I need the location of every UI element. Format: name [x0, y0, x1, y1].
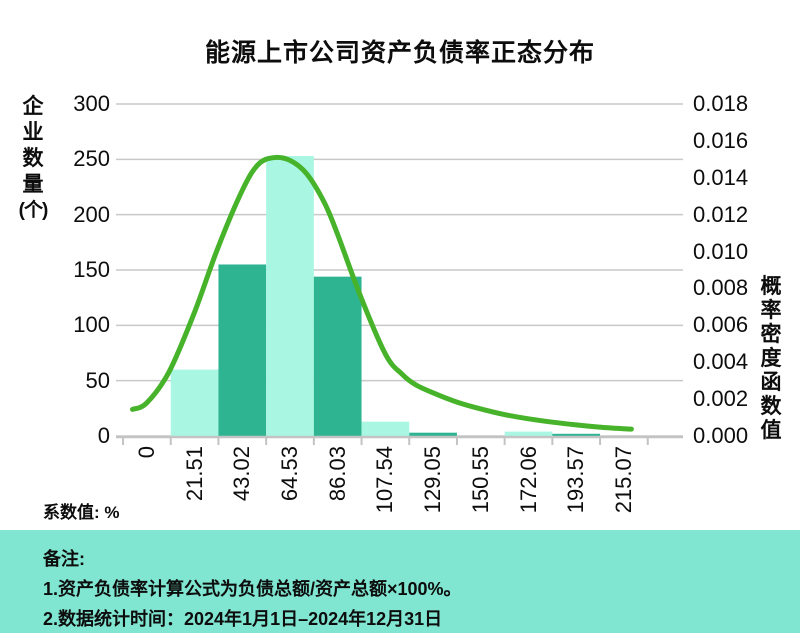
left-axis-tick-label: 50: [85, 367, 110, 393]
footnote-panel: 备注: 1.资产负债率计算公式为负债总额/资产总额×100%。 2.数据统计时间：2…: [0, 530, 800, 633]
histogram-bar: [409, 432, 457, 436]
left-axis-title: 企业数量 (个): [12, 94, 54, 224]
right-axis-title-char: 值: [760, 419, 782, 442]
left-axis-title-char: 量: [22, 173, 44, 196]
right-axis-tick-label: 0.010: [693, 238, 749, 264]
left-axis-title-char: (个): [18, 200, 49, 221]
right-axis-tick-label: 0.006: [693, 312, 749, 338]
left-axis-title-char: 业: [22, 121, 44, 144]
right-axis-tick-label: 0.004: [693, 349, 749, 375]
right-axis-title: 概率密度函数值: [754, 275, 788, 443]
right-axis-tick-label: 0.002: [693, 386, 749, 412]
x-axis-tick-label: 193.57: [563, 446, 589, 514]
left-axis-title-char: 企: [22, 95, 44, 118]
x-axis-tick-label: 215.07: [610, 446, 636, 514]
left-axis-title-char: 数: [22, 147, 44, 170]
right-axis-title-char: 率: [760, 299, 782, 322]
right-axis-title-char: 密: [760, 323, 782, 346]
right-axis-tick-label: 0.016: [693, 127, 749, 153]
x-axis-tick-label: 86.03: [324, 446, 350, 502]
right-axis-tick-label: 0.012: [693, 201, 749, 227]
x-axis-tick-marks: [122, 437, 649, 445]
histogram-bar: [266, 156, 314, 436]
density-curve: [130, 154, 634, 432]
left-axis-tick-label: 250: [73, 146, 110, 172]
right-axis-title-char: 度: [760, 347, 782, 370]
histogram-bar: [170, 369, 219, 436]
x-axis-tick-label: 43.02: [229, 446, 255, 502]
x-axis-tick-label: 129.05: [420, 446, 446, 514]
left-axis-tick-label: 0: [97, 423, 110, 448]
right-axis-title-char: 概: [760, 275, 782, 298]
footnote-line: 1.资产负债率计算公式为负债总额/资产总额×100%。: [43, 579, 462, 599]
histogram-bar: [313, 276, 362, 436]
left-axis-tick-label: 300: [73, 91, 110, 116]
footnote-line: 2.数据统计时间：2024年1月1日–2024年12月31日: [43, 609, 443, 629]
plot-area: [116, 103, 683, 445]
right-axis-tick-label: 0.018: [693, 91, 749, 116]
x-axis-tick-label: 150.55: [467, 446, 493, 514]
right-axis-tick-label: 0.008: [693, 275, 749, 301]
x-axis-tick-label: 107.54: [372, 446, 398, 514]
x-axis-tick-label: 21.51: [181, 446, 207, 502]
left-axis-tick-label: 200: [73, 201, 110, 227]
x-axis-tick-label: 0: [133, 446, 159, 459]
chart-title: 能源上市公司资产负债率正态分布: [204, 39, 595, 67]
x-axis-tick-label: 64.53: [277, 446, 302, 502]
histogram-bars: [170, 156, 601, 436]
histogram-bar: [218, 264, 267, 436]
left-axis-tick-label: 150: [73, 257, 110, 282]
footnote-line: 备注:: [43, 549, 85, 569]
right-axis-title-char: 函: [760, 371, 782, 394]
x-axis-tick-label: 172.06: [515, 446, 541, 514]
x-axis-unit-label: 系数值: %: [43, 503, 120, 522]
left-axis-tick-label: 100: [73, 312, 110, 338]
histogram-bar: [504, 431, 553, 436]
right-axis-title-char: 数: [760, 395, 782, 418]
histogram-bar: [552, 433, 601, 436]
right-axis-tick-label: 0.000: [693, 423, 749, 448]
histogram-bar: [361, 421, 410, 436]
right-axis-tick-label: 0.014: [693, 164, 749, 190]
